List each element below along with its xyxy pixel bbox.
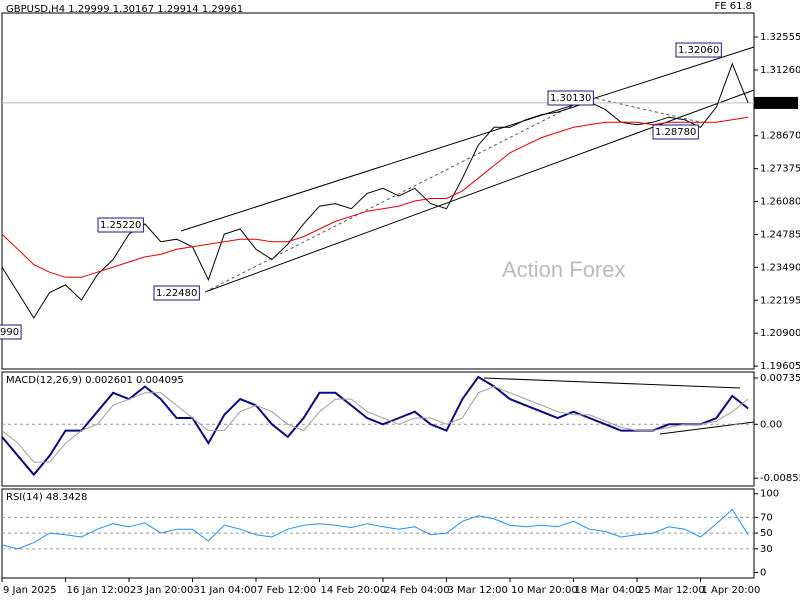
annotation-box: [0, 324, 22, 340]
rsi-pane: [1, 488, 755, 579]
channel-lower: [204, 89, 755, 293]
y-tick-label: 1.23490: [760, 262, 800, 273]
x-tick-label: 16 Jan 12:00: [67, 585, 130, 596]
y-tick-label: 30: [760, 544, 773, 555]
annotation-box: [97, 217, 144, 233]
chart-title: GBPUSD,H4 1.29999 1.30167 1.29914 1.2996…: [6, 4, 243, 15]
x-tick-label: 25 Mar 12:00: [638, 585, 705, 596]
y-tick-label: -0.008558: [760, 473, 800, 484]
y-tick-label: 50: [760, 528, 773, 539]
y-tick-label: 1.28670: [760, 131, 800, 142]
annotation-box: [153, 285, 200, 301]
x-tick-label: 7 Feb 12:00: [257, 585, 316, 596]
y-tick-label: 1.20900: [760, 328, 800, 339]
x-tick-label: 24 Feb 04:00: [384, 585, 450, 596]
series-line: [1, 116, 749, 278]
y-tick-label: 1.26080: [760, 197, 800, 208]
annotation-label: 1.28780: [655, 127, 696, 138]
series-line: [1, 375, 749, 477]
y-tick-label: 1.31260: [760, 65, 800, 76]
y-tick-label: 100: [760, 489, 779, 500]
macd-trend-lower: [659, 421, 755, 435]
macd-pane: [1, 371, 755, 487]
y-tick-label: 1.32555: [760, 32, 800, 43]
x-tick-label: 10 Mar 20:00: [511, 585, 578, 596]
x-tick-label: 14 Feb 20:00: [321, 585, 387, 596]
y-tick-label: 0: [760, 567, 766, 578]
channel-upper: [180, 46, 755, 232]
annotation-label: 1.32060: [678, 45, 719, 56]
annotation-box: [547, 90, 594, 106]
series-line: [1, 385, 749, 463]
annotation-label: 1.25220: [100, 220, 141, 231]
annotation-label: 990: [0, 327, 19, 338]
price-pane: [1, 12, 755, 370]
y-tick-label: 1.24785: [760, 229, 800, 240]
y-tick-label: 70: [760, 512, 773, 523]
x-tick-label: 3 Mar 12:00: [448, 585, 508, 596]
x-tick-label: 23 Jan 20:00: [130, 585, 193, 596]
fe-note: FE 61.8: [714, 1, 752, 12]
annotation-label: 1.22480: [156, 288, 197, 299]
y-tick-label: 1.27375: [760, 164, 800, 175]
projection-line: [204, 96, 701, 293]
x-tick-label: 18 Mar 04:00: [575, 585, 642, 596]
macd-trend-upper: [483, 377, 741, 389]
watermark: Action Forex: [502, 257, 626, 282]
y-tick-label: 0.00: [760, 419, 782, 430]
x-tick-label: 1 Apr 20:00: [702, 585, 761, 596]
series-line: [1, 62, 749, 319]
last-price-label: 1.29961: [758, 98, 799, 109]
annotation-box: [652, 124, 699, 140]
y-tick-label: 1.22195: [760, 295, 800, 306]
annotation-box: [675, 42, 722, 58]
rsi-title: RSI(14) 48.3428: [6, 492, 87, 503]
series-line: [1, 508, 749, 550]
x-tick-label: 31 Jan 04:00: [194, 585, 257, 596]
y-tick-label: 1.19605: [760, 361, 800, 372]
y-tick-label: 0.007354: [760, 373, 800, 384]
annotation-label: 1.30130: [550, 93, 591, 104]
macd-title: MACD(12,26,9) 0.002601 0.004095: [6, 375, 184, 386]
last-price-tag: [754, 96, 798, 109]
x-tick-label: 9 Jan 2025: [3, 585, 57, 596]
